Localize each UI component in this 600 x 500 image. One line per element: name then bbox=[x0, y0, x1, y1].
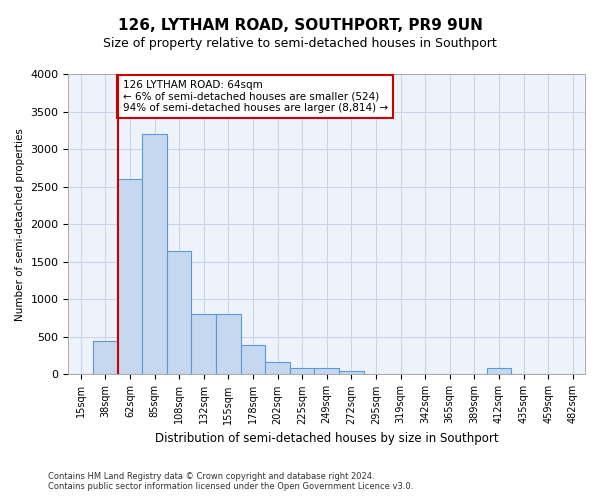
Bar bbox=[167, 250, 191, 374]
Text: Contains public sector information licensed under the Open Government Licence v3: Contains public sector information licen… bbox=[48, 482, 413, 491]
Text: 126 LYTHAM ROAD: 64sqm
← 6% of semi-detached houses are smaller (524)
94% of sem: 126 LYTHAM ROAD: 64sqm ← 6% of semi-deta… bbox=[122, 80, 388, 113]
Bar bbox=[216, 314, 241, 374]
Bar bbox=[487, 368, 511, 374]
Bar bbox=[93, 340, 118, 374]
Y-axis label: Number of semi-detached properties: Number of semi-detached properties bbox=[15, 128, 25, 320]
Bar bbox=[290, 368, 314, 374]
Bar bbox=[314, 368, 339, 374]
Text: Size of property relative to semi-detached houses in Southport: Size of property relative to semi-detach… bbox=[103, 38, 497, 51]
X-axis label: Distribution of semi-detached houses by size in Southport: Distribution of semi-detached houses by … bbox=[155, 432, 499, 445]
Text: 126, LYTHAM ROAD, SOUTHPORT, PR9 9UN: 126, LYTHAM ROAD, SOUTHPORT, PR9 9UN bbox=[118, 18, 482, 32]
Bar bbox=[142, 134, 167, 374]
Bar bbox=[339, 370, 364, 374]
Bar bbox=[241, 345, 265, 374]
Bar bbox=[191, 314, 216, 374]
Bar bbox=[118, 179, 142, 374]
Text: Contains HM Land Registry data © Crown copyright and database right 2024.: Contains HM Land Registry data © Crown c… bbox=[48, 472, 374, 481]
Bar bbox=[265, 362, 290, 374]
